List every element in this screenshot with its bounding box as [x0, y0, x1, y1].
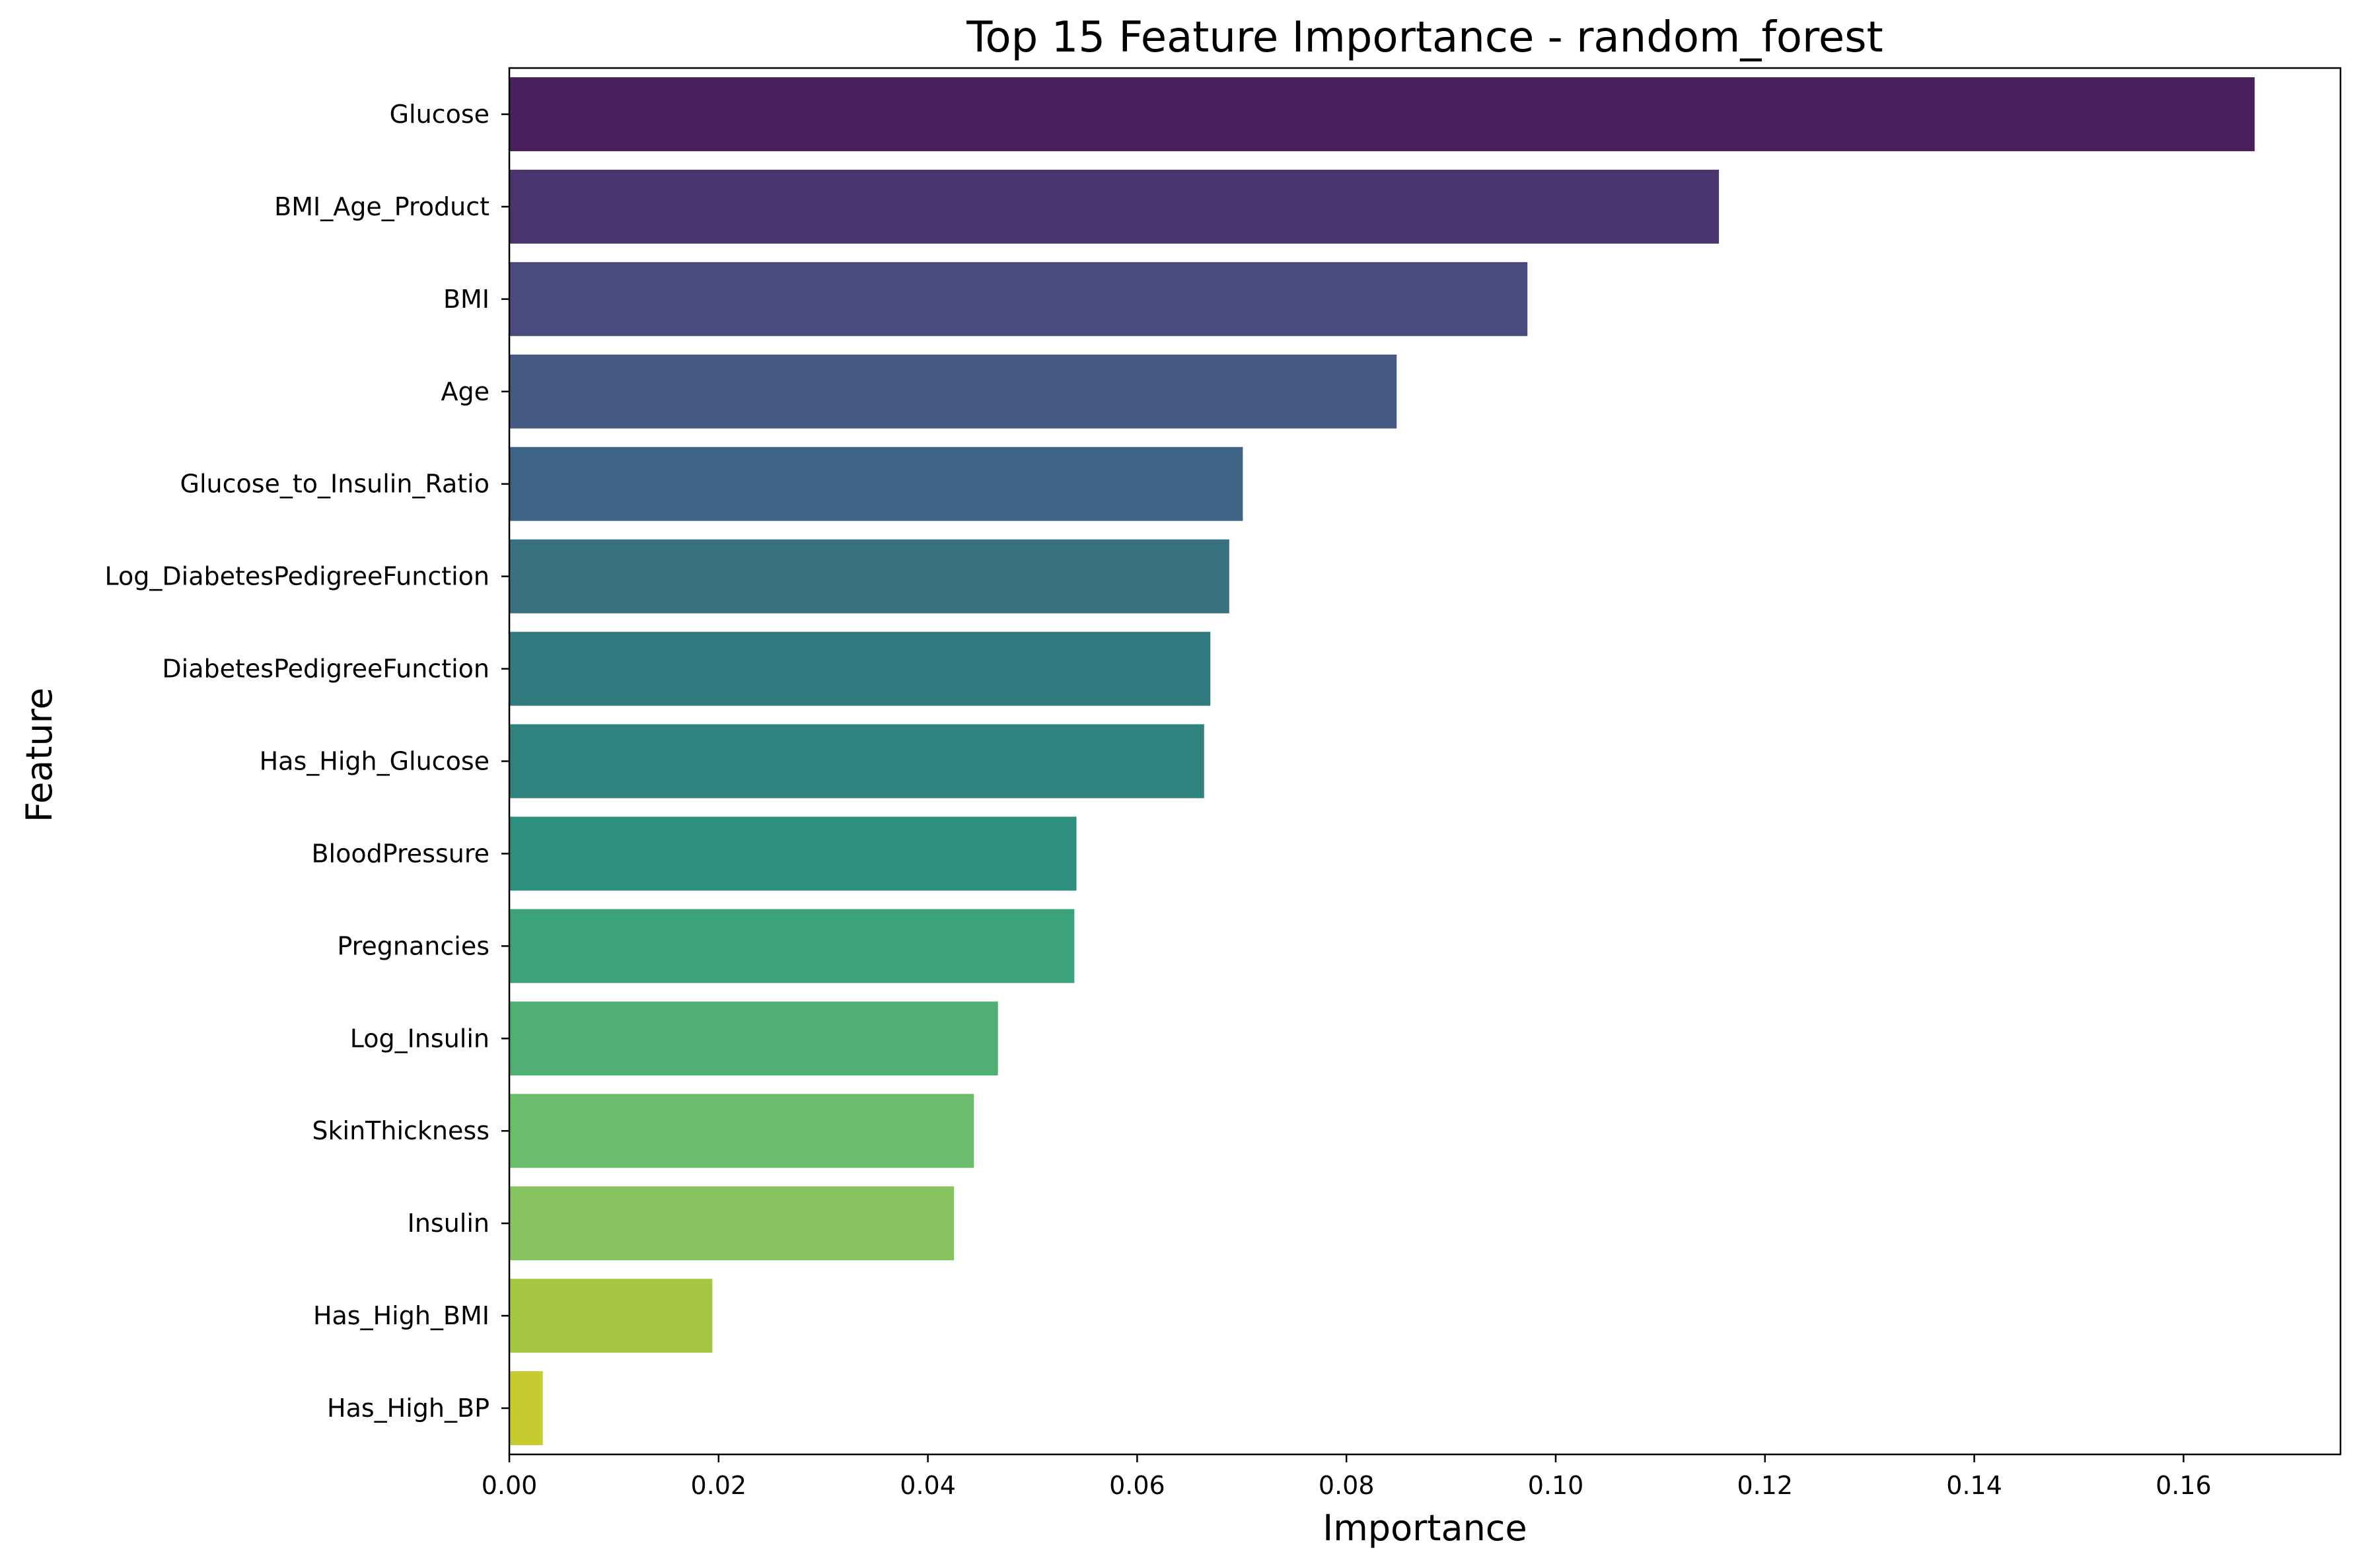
x-tick-label: 0.08: [1319, 1471, 1375, 1500]
y-tick-label: Has_High_Glucose: [260, 747, 490, 776]
x-tick-label: 0.04: [900, 1471, 956, 1500]
chart-title: Top 15 Feature Importance - random_fores…: [966, 13, 1883, 62]
x-tick-label: 0.12: [1737, 1471, 1793, 1500]
bars-layer: [509, 77, 2255, 1446]
bar-age: [509, 354, 1397, 429]
bar-has-high-bmi: [509, 1279, 713, 1353]
bar-pregnancies: [509, 909, 1075, 983]
bar-skinthickness: [509, 1094, 974, 1168]
plot-frame: [508, 67, 2342, 1456]
y-tick-label: SkinThickness: [312, 1116, 490, 1145]
x-tick-label: 0.16: [2156, 1471, 2212, 1500]
bar-log-insulin: [509, 1001, 998, 1076]
x-axis-ticks: 0.00 0.02 0.04 0.06 0.08 0.10 0.12 0.14 0.16: [482, 1454, 2212, 1500]
y-tick-label: Log_DiabetesPedigreeFunction: [105, 562, 490, 591]
bar-bloodpressure: [509, 816, 1077, 891]
y-tick-label: Has_High_BMI: [313, 1301, 490, 1330]
x-tick-label: 0.02: [690, 1471, 746, 1500]
y-tick-label: BMI: [443, 285, 490, 314]
y-tick-label: Has_High_BP: [327, 1394, 490, 1423]
y-axis-title: Feature: [18, 688, 60, 822]
y-axis-ticks: Glucose BMI_Age_Product BMI Age Glucose_to_I…: [105, 100, 509, 1423]
y-tick-label: BloodPressure: [311, 839, 490, 868]
x-tick-label: 0.00: [482, 1471, 538, 1500]
y-tick-label: DiabetesPedigreeFunction: [162, 655, 490, 684]
x-axis-title: Importance: [1323, 1507, 1527, 1549]
bar-diabetespedigreefunction: [509, 631, 1211, 706]
y-tick-label: Glucose: [390, 100, 490, 129]
bar-bmi: [509, 262, 1528, 336]
x-tick-label: 0.10: [1528, 1471, 1584, 1500]
x-tick-label: 0.06: [1109, 1471, 1165, 1500]
bar-glucose-to-insulin-ratio: [509, 446, 1243, 521]
y-tick-label: Insulin: [408, 1209, 490, 1238]
y-tick-label: Age: [441, 377, 490, 406]
bar-bmi-age-product: [509, 169, 1720, 244]
bar-insulin: [509, 1186, 955, 1261]
y-tick-label: Glucose_to_Insulin_Ratio: [180, 470, 490, 499]
bar-glucose: [509, 77, 2255, 151]
bar-has-high-glucose: [509, 724, 1204, 799]
y-tick-label: BMI_Age_Product: [274, 192, 490, 221]
bar-has-high-bp: [509, 1371, 543, 1446]
bar-log-diabetespedigreefunction: [509, 539, 1229, 614]
y-tick-label: Pregnancies: [337, 931, 490, 960]
y-tick-label: Log_Insulin: [350, 1024, 490, 1053]
x-tick-label: 0.14: [1946, 1471, 2002, 1500]
